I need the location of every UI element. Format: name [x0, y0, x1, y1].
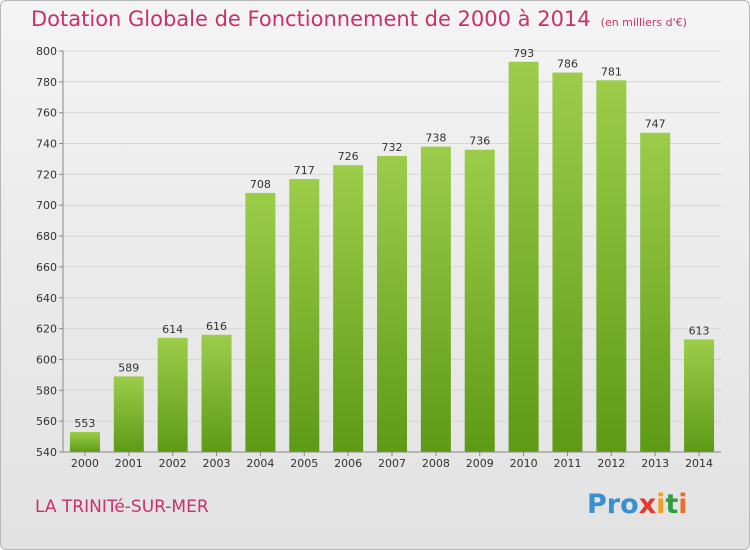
y-tick-label: 760 — [36, 107, 57, 120]
data-label-2011: 786 — [557, 58, 578, 71]
chart-title-text: Dotation Globale de Fonctionnement de 20… — [31, 7, 591, 31]
data-label-2004: 708 — [250, 178, 271, 191]
logo-letter: P — [587, 489, 607, 520]
commune-name: LA TRINITé-SUR-MER — [35, 497, 209, 517]
x-tick-label-2010: 2010 — [510, 457, 538, 470]
logo-letter: t — [665, 489, 679, 520]
data-label-2014: 613 — [689, 324, 710, 337]
x-tick-label-2008: 2008 — [422, 457, 450, 470]
y-tick-label: 680 — [36, 230, 57, 243]
x-tick-label-2011: 2011 — [553, 457, 581, 470]
bar-2000 — [69, 431, 100, 452]
x-tick-label-2012: 2012 — [597, 457, 625, 470]
x-tick-label-2009: 2009 — [466, 457, 494, 470]
y-tick-label: 660 — [36, 261, 57, 274]
y-tick-label: 700 — [36, 199, 57, 212]
bar-2013 — [640, 132, 671, 452]
logo-letter: x — [638, 489, 657, 520]
data-label-2005: 717 — [294, 164, 315, 177]
bar-2011 — [552, 72, 583, 452]
data-label-2001: 589 — [118, 361, 139, 374]
y-tick-label: 600 — [36, 353, 57, 366]
proxiti-logo: Proxiti — [587, 489, 688, 520]
x-tick-label-2007: 2007 — [378, 457, 406, 470]
bar-2007 — [377, 155, 407, 452]
y-tick-label: 540 — [36, 446, 57, 459]
data-label-2006: 726 — [338, 150, 359, 163]
bar-2004 — [245, 192, 276, 452]
bar-2009 — [464, 149, 495, 452]
y-tick-label: 800 — [36, 45, 57, 58]
data-label-2000: 553 — [74, 417, 95, 430]
x-tick-label-2000: 2000 — [71, 457, 99, 470]
y-tick-label: 620 — [36, 323, 57, 336]
x-tick-label-2003: 2003 — [203, 457, 231, 470]
bar-2005 — [289, 179, 320, 452]
data-label-2007: 732 — [382, 141, 403, 154]
data-label-2008: 738 — [425, 132, 446, 145]
y-tick-label: 740 — [36, 138, 57, 151]
data-label-2012: 781 — [601, 65, 622, 78]
data-label-2010: 793 — [513, 47, 534, 60]
data-label-2013: 747 — [645, 118, 666, 131]
bar-2010 — [508, 61, 539, 453]
bar-2012 — [596, 80, 627, 453]
logo-letter: i — [678, 489, 688, 520]
axes: 540 560 580 600 620 640 660 680 700 720 740 760 780 8… — [36, 45, 721, 470]
bar-2008 — [420, 146, 451, 452]
data-label-2003: 616 — [206, 320, 227, 333]
x-tick-label-2001: 2001 — [115, 457, 143, 470]
bar-2002 — [157, 337, 188, 452]
x-tick-label-2006: 2006 — [334, 457, 362, 470]
x-tick-label-2005: 2005 — [290, 457, 318, 470]
x-tick-label-2013: 2013 — [641, 457, 669, 470]
unit-note: (en milliers d'€) — [600, 16, 687, 29]
logo-letter: o — [620, 489, 639, 520]
y-tick-label: 780 — [36, 76, 57, 89]
bar-2001 — [113, 376, 144, 452]
bar-series: 553 589 614 616 708 717 726 732 738 736 793 786 781 7… — [69, 47, 715, 453]
data-label-2009: 736 — [469, 135, 490, 148]
x-tick-label-2014: 2014 — [685, 457, 713, 470]
y-tick-label: 580 — [36, 384, 57, 397]
data-label-2002: 614 — [162, 323, 183, 336]
x-tick-label-2002: 2002 — [159, 457, 187, 470]
y-tick-label: 720 — [36, 168, 57, 181]
bar-2014 — [684, 339, 715, 452]
bar-2003 — [201, 334, 232, 452]
y-tick-label: 560 — [36, 415, 57, 428]
logo-letter: r — [606, 489, 621, 520]
bar-2006 — [333, 165, 364, 452]
logo-letter: i — [656, 489, 666, 520]
chart-title: Dotation Globale de Fonctionnement de 20… — [31, 7, 687, 31]
x-tick-label-2004: 2004 — [246, 457, 274, 470]
y-tick-label: 640 — [36, 292, 57, 305]
